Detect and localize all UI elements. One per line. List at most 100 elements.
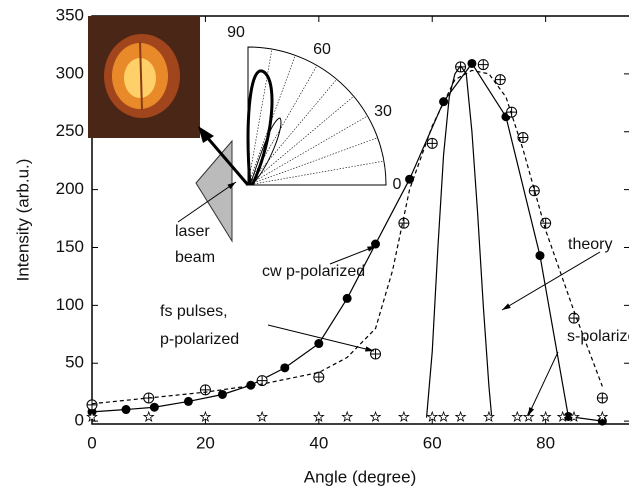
inset-label: 60 [313, 41, 331, 58]
data-point [539, 410, 552, 422]
data-point [256, 410, 269, 422]
marker-cross [568, 313, 579, 324]
series-line [91, 69, 603, 405]
marker-cross [427, 138, 438, 149]
series-line [425, 64, 493, 418]
data-point [511, 410, 524, 422]
data-point [149, 402, 159, 412]
y-axis-label: Intensity (arb.u.) [13, 159, 32, 282]
y-tick-label: 150 [56, 237, 84, 256]
data-point [437, 410, 450, 422]
data-point [341, 410, 354, 422]
annotation: s-polarized [567, 328, 629, 345]
annotation-arrow-head [502, 303, 511, 310]
axis-frame [91, 15, 629, 425]
x-axis-label: Angle (degree) [304, 467, 416, 486]
data-point [467, 58, 477, 68]
annotation-arrow-head [528, 407, 535, 416]
data-point [370, 348, 382, 360]
marker-cross [370, 348, 381, 359]
data-point [314, 339, 324, 349]
data-point [426, 137, 438, 149]
beam-arrow [204, 135, 250, 186]
data-point [312, 410, 325, 422]
x-tick-label: 0 [87, 433, 96, 452]
annotation: theory [568, 236, 612, 253]
y-tick-label: 50 [65, 353, 84, 372]
data-point [199, 410, 212, 422]
sample [195, 139, 233, 243]
beam-arrow-head [198, 126, 214, 143]
polar-ray [247, 79, 337, 186]
inset-label: 90 [227, 24, 245, 41]
data-point [280, 363, 290, 373]
data-point [398, 217, 410, 229]
data-point [596, 392, 608, 404]
data-point [568, 410, 580, 422]
annotation: beam [175, 249, 215, 266]
inset-label: 0 [393, 176, 402, 193]
y-tick-label: 300 [56, 63, 84, 82]
annotation-arrow [501, 251, 601, 311]
marker-cross [398, 218, 409, 229]
data-point [86, 399, 98, 411]
data-point [483, 410, 495, 422]
x-tick-label: 60 [423, 433, 442, 452]
data-point [506, 106, 518, 118]
data-point [199, 384, 211, 396]
marker-cross [597, 392, 608, 403]
annotation: cw p-polarized [262, 263, 365, 280]
marker-cross [495, 74, 506, 85]
data-point [556, 410, 569, 422]
marker-cross [87, 399, 97, 410]
data-point [596, 410, 609, 422]
y-tick-label: 350 [56, 5, 84, 24]
x-tick-label: 40 [309, 433, 328, 452]
data-point [568, 312, 580, 324]
data-point [535, 251, 545, 261]
data-point [217, 389, 227, 399]
marker-cross [313, 372, 324, 383]
inset-line [139, 41, 143, 111]
polar-ray [247, 96, 354, 186]
polar-ray [247, 49, 273, 186]
data-point [369, 410, 382, 422]
polar-ray [247, 137, 378, 186]
x-tick-label: 80 [536, 433, 555, 452]
marker-cross [540, 218, 551, 229]
marker-cross [478, 59, 489, 70]
data-point [563, 411, 573, 421]
y-tick-label: 0 [75, 411, 84, 430]
data-point [121, 405, 131, 415]
polar-lobe [246, 69, 274, 186]
data-point [522, 410, 535, 422]
x-tick-label: 20 [196, 433, 215, 452]
y-tick-label: 200 [56, 179, 84, 198]
y-tick-label: 100 [56, 295, 84, 314]
inset-label: 30 [374, 103, 392, 120]
annotation-arrow-head [367, 246, 376, 252]
polar-ray [247, 160, 384, 186]
y-tick-label: 250 [56, 121, 84, 140]
annotation-arrow [527, 351, 559, 417]
annotation-arrow-head [227, 182, 236, 190]
marker-cross [506, 107, 517, 118]
marker-cross [455, 61, 466, 72]
marker-cross [200, 384, 211, 395]
data-point [342, 293, 352, 303]
annotation-arrow [177, 181, 237, 223]
data-point [397, 410, 410, 422]
data-point [477, 59, 489, 71]
data-point [183, 396, 193, 406]
data-point [142, 410, 155, 422]
data-point [454, 410, 467, 422]
data-point [313, 371, 325, 383]
data-point [494, 74, 506, 86]
data-point [246, 380, 256, 390]
data-point [405, 174, 415, 184]
annotation-arrow-head [365, 346, 374, 352]
annotation: laser [175, 223, 210, 240]
inset-glow [124, 58, 156, 98]
